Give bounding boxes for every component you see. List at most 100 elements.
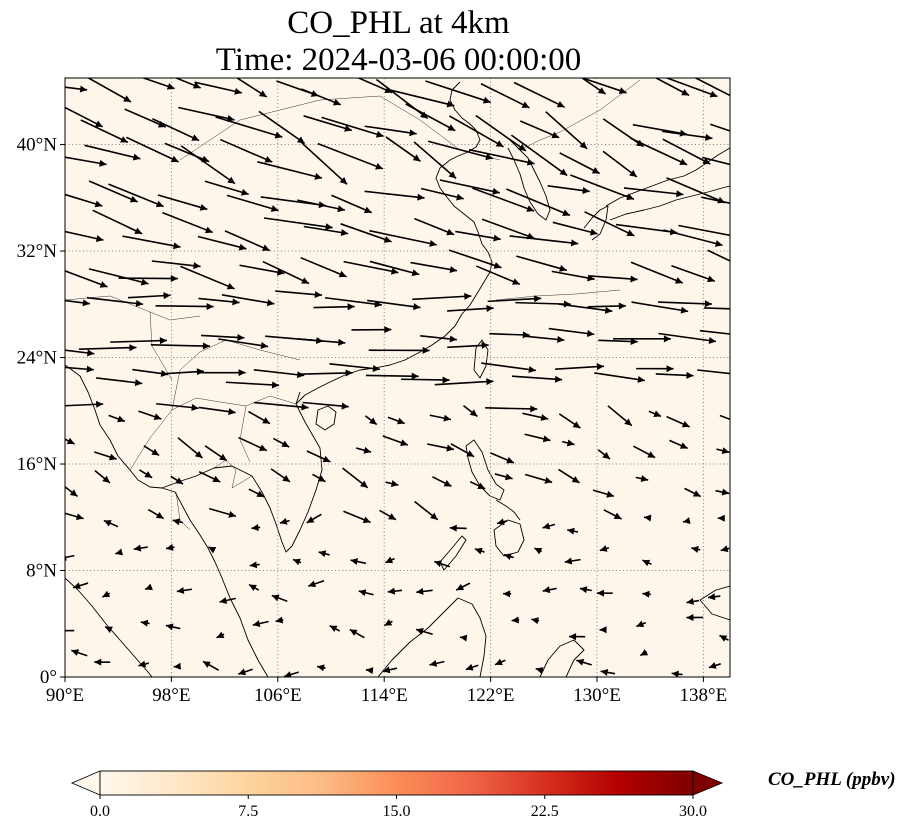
wind-vector	[235, 78, 268, 98]
x-tick-label: 130°E	[573, 685, 621, 706]
wind-vectors	[65, 78, 730, 677]
wind-vector	[364, 415, 378, 426]
wind-vector	[427, 443, 455, 452]
wind-vector	[340, 223, 392, 243]
wind-vector	[401, 376, 450, 384]
wind-vector	[594, 372, 646, 383]
wind-vector	[455, 582, 471, 591]
wind-vector	[271, 594, 288, 602]
wind-vector	[306, 513, 322, 524]
wind-vector	[433, 560, 451, 568]
wind-vector	[686, 598, 700, 605]
concentration-field	[65, 78, 730, 677]
wind-vector	[562, 439, 575, 447]
x-tick-label: 138°E	[680, 685, 728, 706]
wind-vector	[94, 451, 117, 461]
wind-vector	[343, 510, 371, 524]
country-borders	[65, 79, 641, 531]
wind-vector	[92, 209, 143, 235]
wind-vector	[542, 522, 556, 530]
wind-vector	[248, 488, 265, 498]
wind-vector	[494, 473, 513, 481]
wind-vector	[720, 545, 730, 553]
wind-vector	[80, 119, 129, 144]
colorbar-tick-label: 30.0	[679, 803, 707, 820]
wind-vector	[65, 106, 104, 128]
wind-vector	[138, 410, 162, 421]
wind-vector	[420, 187, 464, 201]
wind-vector	[133, 544, 148, 552]
wind-vector	[597, 449, 611, 460]
wind-vector	[715, 488, 730, 496]
wind-vector	[475, 114, 527, 152]
wind-vector	[224, 230, 271, 252]
wind-vector	[96, 377, 143, 387]
wind-vector	[448, 115, 504, 148]
wind-vector	[545, 111, 588, 150]
wind-vector	[317, 142, 384, 170]
wind-vector	[143, 445, 160, 457]
wind-vector	[65, 193, 103, 208]
wind-vector	[631, 301, 689, 314]
wind-vector	[542, 586, 557, 594]
wind-vector	[101, 590, 111, 598]
wind-vector	[564, 557, 581, 565]
wind-vector	[701, 196, 730, 205]
wind-vector	[219, 597, 236, 604]
wind-vector	[475, 265, 521, 285]
wind-vector	[669, 439, 689, 450]
wind-vector	[65, 299, 91, 307]
wind-vector	[425, 80, 491, 104]
wind-vector	[524, 473, 553, 484]
plot-title-time: Time: 2024-03-06 00:00:00	[215, 42, 582, 78]
wind-vector	[450, 443, 475, 458]
wind-vector	[489, 331, 530, 339]
wind-vector	[480, 83, 530, 109]
wind-vector	[387, 587, 403, 595]
wind-vector	[596, 589, 613, 597]
wind-vector	[248, 583, 260, 592]
wind-vector	[607, 405, 633, 427]
wind-vector	[671, 670, 683, 677]
wind-vector	[108, 183, 164, 208]
wind-vector	[162, 211, 214, 234]
wind-vector	[343, 260, 399, 275]
wind-vector	[699, 329, 730, 335]
wind-vector	[151, 260, 201, 270]
wind-vector	[342, 467, 369, 489]
wind-vector	[697, 369, 730, 375]
wind-vector	[570, 174, 635, 200]
wind-vector	[298, 369, 353, 377]
wind-vector	[221, 294, 275, 307]
wind-vector	[434, 378, 494, 386]
wind-vector	[558, 303, 613, 314]
wind-vector	[157, 194, 208, 211]
wind-vector	[176, 586, 193, 594]
wind-vector	[331, 194, 373, 214]
wind-vector	[65, 485, 78, 498]
colorbar-tick-label: 7.5	[238, 803, 258, 820]
wind-vector	[88, 180, 138, 203]
wind-vector	[152, 118, 200, 142]
wind-vector	[302, 401, 349, 410]
wind-vector	[238, 436, 268, 452]
wind-vector	[587, 302, 626, 310]
wind-vector	[208, 546, 217, 554]
coastline-indochina-south	[161, 391, 323, 553]
wind-vector	[208, 507, 237, 518]
wind-vector	[710, 123, 730, 132]
wind-vector	[198, 406, 236, 416]
wind-vector	[88, 268, 149, 286]
borneo-island	[377, 597, 487, 677]
wind-vector	[516, 255, 568, 272]
wind-vector	[198, 471, 221, 483]
wind-vector	[350, 558, 367, 565]
wind-vector	[215, 116, 283, 139]
wind-vector	[707, 593, 721, 601]
wind-vector	[298, 338, 346, 346]
wind-vector	[257, 161, 323, 180]
wind-vector	[658, 300, 712, 308]
wind-vector	[513, 81, 565, 108]
wind-vector	[469, 480, 486, 490]
wind-vector	[511, 375, 563, 383]
